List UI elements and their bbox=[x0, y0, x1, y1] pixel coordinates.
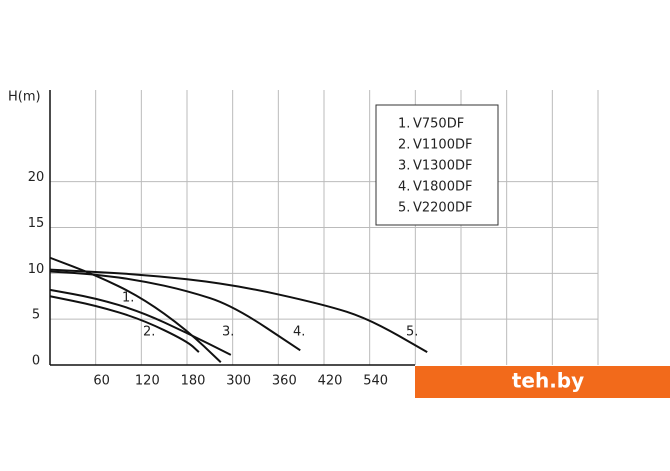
y-tick-label: 10 bbox=[28, 262, 45, 277]
y-axis-label: H(m) bbox=[8, 90, 41, 105]
watermark-banner bbox=[415, 366, 670, 398]
x-tick-label: 300 bbox=[226, 374, 251, 389]
legend-number: 3. bbox=[398, 159, 410, 174]
legend-box bbox=[375, 104, 499, 226]
curve bbox=[49, 295, 200, 353]
legend-entry: V1300DF bbox=[413, 159, 472, 174]
curve-label: 1. bbox=[122, 291, 134, 306]
curve-label: 5. bbox=[406, 325, 418, 340]
y-tick-label: 5 bbox=[32, 308, 40, 323]
legend-number: 1. bbox=[398, 117, 410, 132]
curve bbox=[49, 268, 428, 354]
curve bbox=[49, 288, 232, 356]
legend-entry: V1800DF bbox=[413, 180, 472, 195]
x-tick-label: 120 bbox=[135, 374, 160, 389]
x-tick-label: 60 bbox=[93, 374, 110, 389]
y-tick-label: 20 bbox=[28, 170, 45, 185]
legend-number: 2. bbox=[398, 138, 410, 153]
legend-number: 4. bbox=[398, 180, 410, 195]
x-tick-label: 420 bbox=[318, 374, 343, 389]
legend-entry: V2200DF bbox=[413, 201, 472, 216]
y-tick-label: 0 bbox=[32, 354, 40, 369]
legend-entry: V750DF bbox=[413, 117, 464, 132]
x-tick-label: 360 bbox=[272, 374, 297, 389]
x-tick-label: 540 bbox=[363, 374, 388, 389]
curve-label: 3. bbox=[222, 325, 234, 340]
legend-entry: V1100DF bbox=[413, 138, 472, 153]
y-tick-label: 15 bbox=[28, 216, 45, 231]
curve-label: 2. bbox=[143, 325, 155, 340]
watermark: teh.by bbox=[512, 369, 584, 393]
curve-label: 4. bbox=[293, 325, 305, 340]
curve bbox=[49, 256, 222, 363]
legend-number: 5. bbox=[398, 201, 410, 216]
curve bbox=[49, 270, 301, 352]
x-tick-label: 180 bbox=[181, 374, 206, 389]
